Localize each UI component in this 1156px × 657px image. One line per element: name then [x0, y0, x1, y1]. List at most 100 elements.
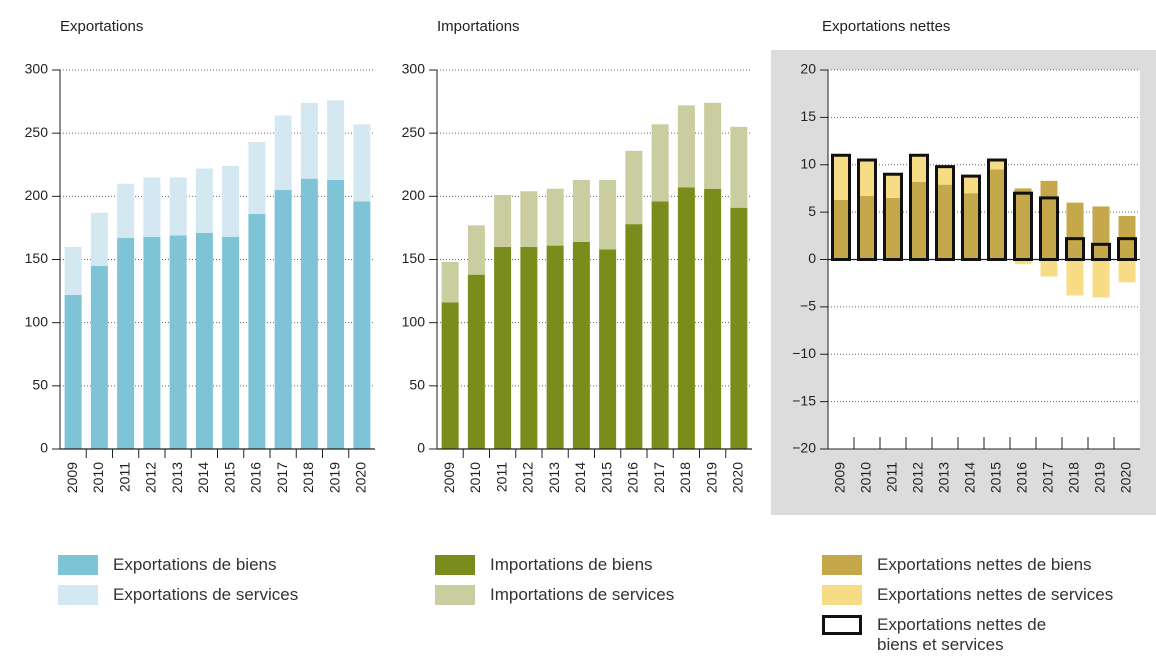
y-tick-label: −10 — [792, 345, 816, 361]
bar — [677, 187, 695, 450]
bar — [1092, 259, 1110, 298]
x-tick-label: 2020 — [353, 462, 369, 493]
bar — [832, 199, 850, 260]
bar — [222, 166, 240, 237]
x-tick-label: 2010 — [90, 462, 106, 493]
x-tick-label: 2020 — [730, 462, 746, 493]
bar — [327, 179, 345, 449]
bar-outline — [1091, 242, 1111, 261]
bar — [572, 241, 590, 449]
bar — [884, 174, 902, 198]
bar — [730, 126, 748, 208]
y-tick-label: 300 — [402, 61, 426, 77]
y-tick-label: 20 — [800, 61, 816, 77]
legend-item: Exportations nettes de services — [822, 585, 1156, 605]
bar — [962, 193, 980, 260]
bar — [1118, 259, 1136, 283]
legend-label: Exportations de services — [113, 585, 299, 604]
bar — [988, 160, 1006, 170]
bar-outline — [831, 153, 851, 261]
legend-swatch — [822, 585, 862, 605]
bar — [677, 105, 695, 188]
bar — [546, 188, 564, 246]
bar — [494, 195, 512, 247]
y-tick-label: 50 — [32, 377, 48, 393]
x-tick-label: 2016 — [1014, 462, 1030, 493]
bar — [441, 302, 459, 449]
bar — [117, 238, 135, 449]
bar — [64, 246, 82, 295]
bar-outline — [1117, 237, 1137, 261]
bar — [117, 183, 135, 239]
y-tick-label: −15 — [792, 392, 816, 408]
x-tick-label: 2016 — [248, 462, 264, 493]
bar-outline — [883, 172, 903, 262]
legend-swatch — [435, 585, 475, 605]
y-tick-label: 300 — [25, 61, 49, 77]
bar — [1014, 188, 1032, 260]
legend-swatch — [58, 555, 98, 575]
bar — [1066, 259, 1084, 296]
y-tick-label: 10 — [800, 155, 816, 171]
bar — [467, 225, 485, 275]
bar — [858, 196, 876, 260]
y-tick-label: 50 — [409, 377, 425, 393]
y-tick-label: −20 — [792, 440, 816, 456]
bar — [936, 184, 954, 260]
bar — [520, 246, 538, 449]
bar-outline — [1039, 196, 1059, 262]
legend-swatch — [58, 585, 98, 605]
bar — [248, 214, 266, 449]
y-tick-label: 250 — [402, 124, 426, 140]
bar — [274, 190, 292, 449]
x-tick-label: 2017 — [651, 462, 667, 493]
legend-label: Importations de biens — [490, 555, 653, 574]
bar — [467, 274, 485, 449]
bar — [222, 236, 240, 449]
x-tick-label: 2018 — [300, 462, 316, 493]
bar — [704, 188, 722, 449]
x-tick-label: 2013 — [936, 462, 952, 493]
y-tick-label: 200 — [402, 187, 426, 203]
bar — [441, 262, 459, 303]
x-tick-label: 2016 — [625, 462, 641, 493]
legend-item: Exportations nettes de biens — [822, 555, 1156, 575]
y-tick-label: −5 — [800, 298, 816, 314]
bar — [143, 177, 161, 237]
x-tick-label: 2010 — [467, 462, 483, 493]
y-tick-label: 150 — [25, 250, 49, 266]
x-tick-label: 2019 — [326, 462, 342, 493]
bar — [910, 181, 928, 260]
legend-item: Exportations de biens — [58, 555, 413, 575]
bar — [546, 245, 564, 449]
bar — [962, 176, 980, 194]
chart-title: Exportations — [60, 18, 143, 35]
x-tick-label: 2011 — [884, 462, 900, 492]
legend-label: Importations de services — [490, 585, 675, 604]
legend-label: Exportations nettes de services — [877, 585, 1114, 604]
x-tick-label: 2014 — [195, 462, 211, 493]
x-tick-label: 2009 — [441, 462, 457, 493]
bar — [520, 191, 538, 247]
x-tick-label: 2011 — [493, 462, 509, 492]
y-tick-label: 0 — [40, 440, 48, 456]
bar — [248, 142, 266, 215]
bar — [1040, 180, 1058, 260]
x-tick-label: 2017 — [274, 462, 290, 493]
bar-outline — [909, 153, 929, 261]
chart-title: Importations — [437, 18, 520, 35]
y-tick-label: 0 — [417, 440, 425, 456]
bar-outline — [987, 158, 1007, 261]
bar — [651, 201, 669, 449]
x-tick-label: 2019 — [1092, 462, 1108, 493]
legend-swatch — [822, 615, 862, 635]
bar — [169, 177, 187, 236]
y-tick-label: 200 — [25, 187, 49, 203]
bar — [143, 236, 161, 449]
legend-label: Exportations de biens — [113, 555, 277, 574]
bar — [327, 100, 345, 180]
y-tick-label: 5 — [808, 203, 816, 219]
x-tick-label: 2014 — [962, 462, 978, 493]
x-tick-label: 2011 — [116, 462, 132, 492]
